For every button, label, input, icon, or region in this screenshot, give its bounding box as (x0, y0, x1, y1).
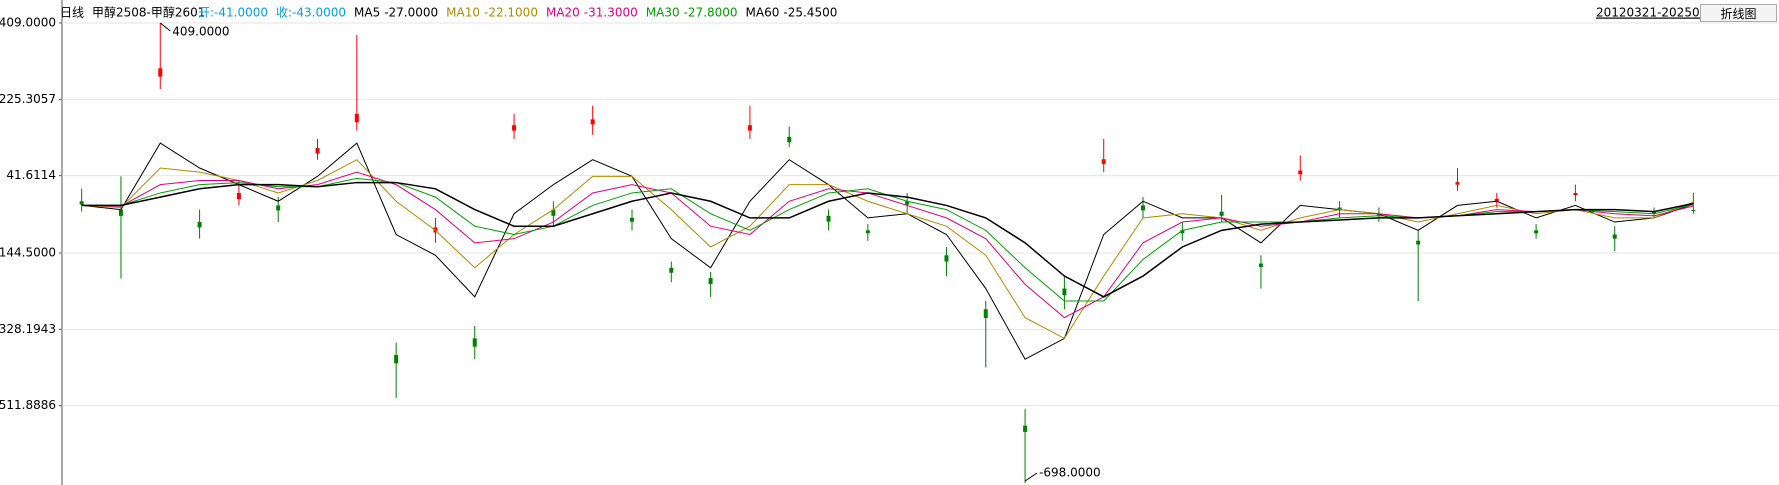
contract: 甲醇2508-甲醇2601 (92, 5, 205, 20)
line-chart-button[interactable]: 折线图 (1700, 4, 1777, 22)
candle-body (472, 338, 477, 347)
low-annotation: -698.0000 (1039, 466, 1101, 480)
legend-name: MA5 (354, 6, 380, 20)
low-pointer (1024, 472, 1038, 482)
candle-body (551, 209, 556, 216)
candle-body (1062, 288, 1067, 296)
ma-line (81, 181, 1694, 298)
candle-body (236, 192, 241, 200)
candle-body (1376, 213, 1381, 216)
legend-value: -31.3000 (584, 6, 638, 20)
ma-line (81, 171, 1694, 319)
y-tick-label: -511.8886 (0, 398, 56, 412)
candle-body (1219, 211, 1224, 216)
candle-body (1534, 230, 1539, 234)
candle-body (826, 215, 831, 222)
candle-body (512, 125, 517, 131)
legend-name: MA20 (546, 6, 580, 20)
candle-body (79, 201, 84, 205)
legend-value: -27.0000 (384, 6, 438, 20)
high-annotation: 409.0000 (172, 25, 229, 39)
candle-body (983, 309, 988, 319)
candle-body (276, 205, 281, 211)
candle-body (315, 148, 320, 154)
candle-body (1101, 159, 1106, 164)
candle-body (865, 230, 870, 234)
y-tick-label: 41.6114 (6, 168, 56, 182)
candle-body (1652, 211, 1657, 214)
candle-body (708, 278, 713, 284)
candle-body (118, 209, 123, 216)
candle-body (787, 136, 792, 143)
candle-body (197, 222, 202, 228)
candle-body (1455, 182, 1460, 185)
candle-body (747, 125, 752, 131)
legend-value: -25.4500 (783, 6, 837, 20)
candle-body (1573, 192, 1578, 196)
legend-value: -27.8000 (684, 6, 738, 20)
y-tick-label: -328.1943 (0, 322, 56, 336)
candle-body (590, 119, 595, 125)
candle-body (158, 68, 163, 77)
close-label: 收:-43.0000 (276, 6, 346, 20)
y-tick-label: 409.0000 (0, 16, 56, 30)
candle-body (905, 201, 910, 205)
candle-body (1494, 198, 1499, 202)
ma-line (81, 142, 1694, 360)
y-tick-label: 225.3057 (0, 92, 56, 106)
candle-body (394, 355, 399, 364)
legend-value: -22.1000 (484, 6, 538, 20)
period: 日线 (60, 6, 84, 20)
candle-body (1258, 263, 1263, 267)
candle-body (1298, 170, 1303, 175)
legend-name: MA10 (446, 6, 480, 20)
candle-body (1023, 425, 1028, 432)
candle-body (1416, 240, 1421, 245)
high-pointer (159, 22, 171, 32)
candle-body (944, 255, 949, 262)
candle-body (669, 267, 674, 273)
candle-body (1337, 207, 1342, 211)
candle-body (1180, 230, 1185, 234)
candle-body (1691, 209, 1696, 211)
legend-name: MA30 (646, 6, 680, 20)
y-tick-label: -144.5000 (0, 246, 56, 260)
candle-body (629, 217, 634, 222)
open-label: 开:-41.0000 (198, 6, 268, 20)
candle-body (354, 114, 359, 123)
candle-body (1612, 234, 1617, 239)
ma-line (81, 177, 1694, 302)
legend-name: MA60 (746, 6, 780, 20)
candle-body (1141, 205, 1146, 211)
ma-line (81, 159, 1694, 340)
